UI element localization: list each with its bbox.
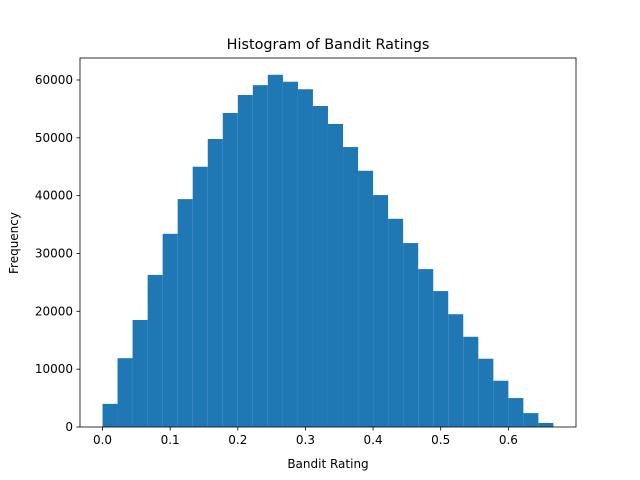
bar — [132, 320, 148, 427]
bar — [282, 81, 298, 427]
axes-frame — [79, 57, 577, 428]
y-tick-label: 0 — [65, 420, 73, 434]
bar — [327, 123, 344, 427]
y-tick-label: 60000 — [35, 73, 73, 87]
y-tick-label: 40000 — [35, 189, 73, 203]
bar — [312, 106, 328, 427]
x-tick-label: 0.5 — [431, 433, 450, 447]
bar — [237, 95, 253, 427]
x-tick-label: 0.6 — [499, 433, 518, 447]
bar — [478, 358, 494, 427]
y-tick-label: 10000 — [35, 362, 73, 376]
y-axis-label: Frequency — [7, 212, 21, 274]
bar — [252, 85, 268, 428]
bar — [177, 199, 193, 427]
bar — [147, 274, 163, 427]
bar — [493, 380, 509, 427]
bar — [463, 336, 479, 427]
bar — [358, 170, 374, 427]
x-axis-label: Bandit Rating — [287, 457, 368, 471]
y-tick-label: 20000 — [35, 304, 73, 318]
bar — [418, 269, 434, 427]
x-tick-label: 0.4 — [364, 433, 383, 447]
bar — [343, 147, 359, 427]
y-tick-label: 30000 — [35, 246, 73, 260]
y-tick-label: 50000 — [35, 131, 73, 145]
x-tick-label: 0.0 — [93, 433, 112, 447]
chart-title: Histogram of Bandit Ratings — [227, 37, 430, 53]
bar — [523, 413, 539, 427]
bar — [297, 89, 313, 428]
bar — [267, 74, 283, 427]
bar — [162, 233, 178, 427]
bar — [117, 358, 133, 427]
bar — [192, 166, 208, 428]
bar — [403, 243, 419, 427]
bar — [508, 398, 524, 427]
x-tick-label: 0.3 — [296, 433, 315, 447]
bar — [538, 422, 554, 427]
bar — [373, 195, 389, 427]
x-tick-label: 0.2 — [228, 433, 247, 447]
bar — [448, 314, 464, 427]
bar — [388, 218, 404, 427]
bar — [102, 403, 118, 427]
bar — [222, 112, 238, 428]
bar — [207, 138, 223, 427]
bar — [433, 291, 449, 427]
x-tick-label: 0.1 — [161, 433, 180, 447]
